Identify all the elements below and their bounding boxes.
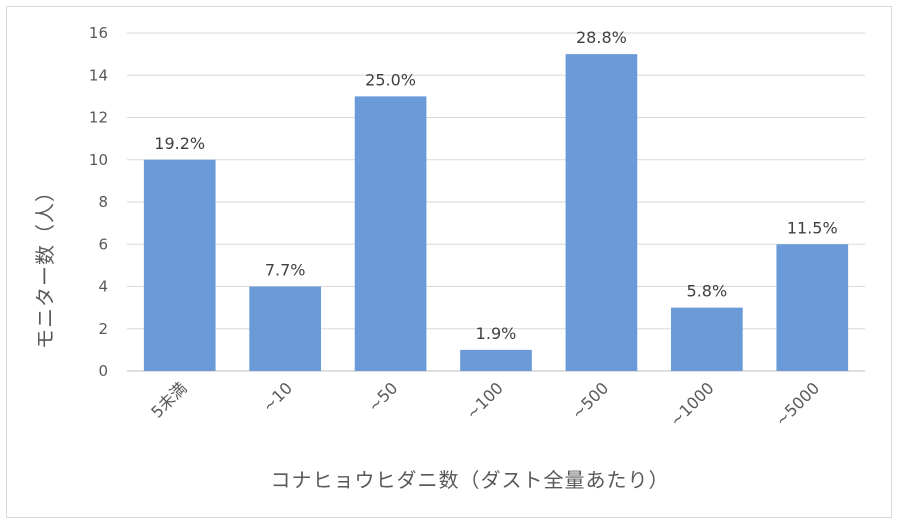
data-label: 11.5% [787,218,838,237]
y-tick-label: 6 [98,235,108,253]
data-label: 25.0% [365,70,416,89]
y-tick-label: 16 [89,24,108,42]
y-tick-label: 0 [98,362,108,380]
data-label: 1.9% [476,324,517,343]
bar [671,307,743,371]
bar [249,286,321,371]
x-tick-label: 5未満 [147,378,190,421]
x-tick-label: ~50 [364,378,401,415]
data-label: 19.2% [154,134,205,153]
y-tick-label: 10 [89,151,108,169]
x-tick-label: ~10 [259,378,296,415]
y-tick-label: 8 [98,193,108,211]
bar [776,244,849,371]
gridlines [127,32,865,372]
x-tick-label: ~1000 [666,378,718,430]
bars [143,54,849,371]
y-tick-labels: 0 2 4 6 8 10 12 14 16 [89,24,108,380]
data-label: 5.8% [687,282,728,301]
y-axis-title: モニター数（人） [33,181,57,349]
y-tick-label: 4 [98,278,108,296]
y-tick-label: 12 [89,109,108,127]
x-tick-label: ~100 [462,378,507,423]
data-label: 28.8% [576,28,627,47]
bar [354,96,427,371]
bar [143,159,216,371]
x-axis-title: コナヒョウヒダニ数（ダスト全量あたり） [271,468,670,492]
x-tick-label: ~5000 [771,378,823,430]
x-tick-labels: 5未満 ~10 ~50 ~100 ~500 ~1000 ~5000 [147,378,823,430]
bar [565,54,638,371]
data-label: 7.7% [265,261,306,280]
x-tick-label: ~500 [568,378,613,423]
y-tick-label: 14 [89,66,108,84]
y-tick-label: 2 [98,320,108,338]
data-labels: 19.2% 7.7% 25.0% 1.9% 28.8% 5.8% 11.5% [154,28,837,343]
bar [460,349,532,371]
